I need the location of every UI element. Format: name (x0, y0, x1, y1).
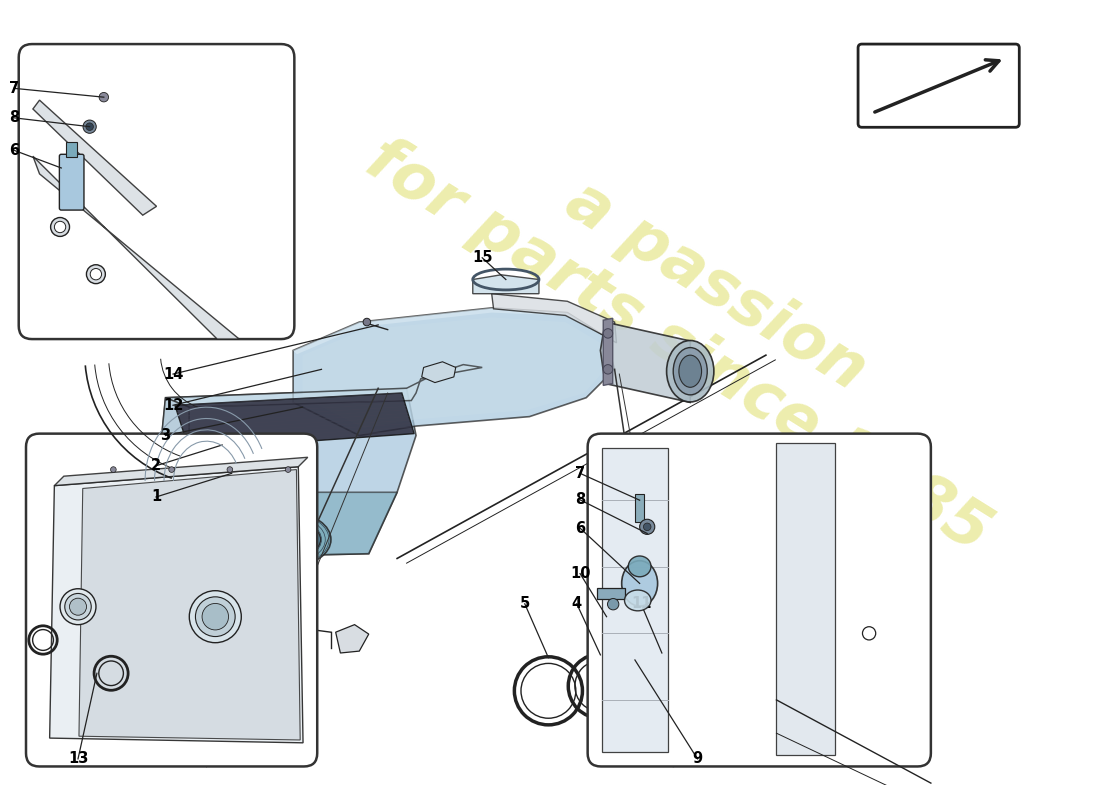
Circle shape (644, 523, 651, 530)
Polygon shape (156, 398, 189, 502)
Ellipse shape (255, 514, 331, 566)
Text: 7: 7 (9, 81, 19, 96)
Ellipse shape (621, 561, 658, 606)
Ellipse shape (628, 556, 651, 577)
Polygon shape (33, 156, 239, 339)
Ellipse shape (629, 640, 701, 666)
Text: 7: 7 (575, 466, 585, 481)
Text: 4: 4 (572, 596, 582, 611)
Text: 11: 11 (630, 596, 651, 611)
Circle shape (285, 466, 290, 473)
Bar (635, 494, 645, 522)
Polygon shape (156, 492, 397, 558)
FancyBboxPatch shape (587, 434, 931, 766)
Polygon shape (302, 318, 607, 428)
FancyBboxPatch shape (858, 44, 1020, 127)
Circle shape (363, 318, 371, 326)
Text: 12: 12 (163, 398, 184, 413)
Polygon shape (79, 470, 300, 740)
Text: 1: 1 (151, 490, 161, 505)
Text: 10: 10 (570, 566, 591, 581)
Circle shape (639, 519, 654, 534)
Text: 5: 5 (519, 596, 530, 611)
Polygon shape (421, 362, 455, 382)
Text: 3: 3 (161, 428, 170, 443)
Text: 6: 6 (575, 521, 585, 536)
Ellipse shape (667, 341, 714, 402)
Circle shape (87, 265, 106, 284)
Circle shape (862, 626, 876, 640)
Polygon shape (293, 308, 605, 354)
Circle shape (82, 120, 97, 134)
Ellipse shape (673, 347, 707, 395)
Polygon shape (156, 388, 416, 558)
Ellipse shape (202, 603, 229, 630)
Circle shape (603, 329, 613, 338)
Ellipse shape (625, 590, 651, 611)
Circle shape (86, 123, 94, 130)
Ellipse shape (60, 589, 96, 625)
Polygon shape (473, 274, 539, 294)
Polygon shape (336, 625, 368, 653)
Ellipse shape (196, 597, 235, 637)
Circle shape (51, 218, 69, 237)
Polygon shape (165, 365, 482, 407)
Circle shape (90, 269, 101, 280)
Polygon shape (601, 322, 690, 402)
Circle shape (607, 598, 619, 610)
Text: 15: 15 (472, 250, 493, 266)
Text: 6: 6 (9, 142, 19, 158)
Polygon shape (492, 294, 616, 343)
Polygon shape (54, 458, 308, 486)
FancyBboxPatch shape (19, 44, 295, 339)
Text: 8: 8 (9, 110, 19, 126)
Text: 13: 13 (68, 751, 88, 766)
Bar (66, 142, 77, 157)
Circle shape (603, 365, 613, 374)
Ellipse shape (266, 522, 320, 558)
FancyBboxPatch shape (59, 154, 84, 210)
Circle shape (168, 466, 175, 473)
Polygon shape (33, 100, 156, 215)
Polygon shape (603, 318, 613, 386)
Text: 9: 9 (692, 751, 703, 766)
Polygon shape (293, 308, 615, 435)
Ellipse shape (189, 590, 241, 642)
Bar (597, 588, 626, 599)
Polygon shape (777, 443, 835, 755)
Polygon shape (602, 448, 668, 752)
Polygon shape (175, 393, 414, 450)
Polygon shape (615, 653, 714, 743)
Circle shape (99, 93, 109, 102)
Text: 8: 8 (575, 492, 585, 507)
Ellipse shape (648, 684, 681, 717)
Text: 14: 14 (163, 366, 184, 382)
Ellipse shape (679, 355, 702, 387)
Text: 2: 2 (151, 458, 161, 474)
Circle shape (227, 466, 233, 473)
Polygon shape (50, 466, 302, 743)
Ellipse shape (639, 674, 691, 726)
Circle shape (54, 222, 66, 233)
Ellipse shape (69, 598, 87, 615)
FancyBboxPatch shape (26, 434, 317, 766)
Text: a passion
for parts since 1985: a passion for parts since 1985 (354, 68, 1040, 565)
Circle shape (110, 466, 117, 473)
Ellipse shape (65, 594, 91, 620)
